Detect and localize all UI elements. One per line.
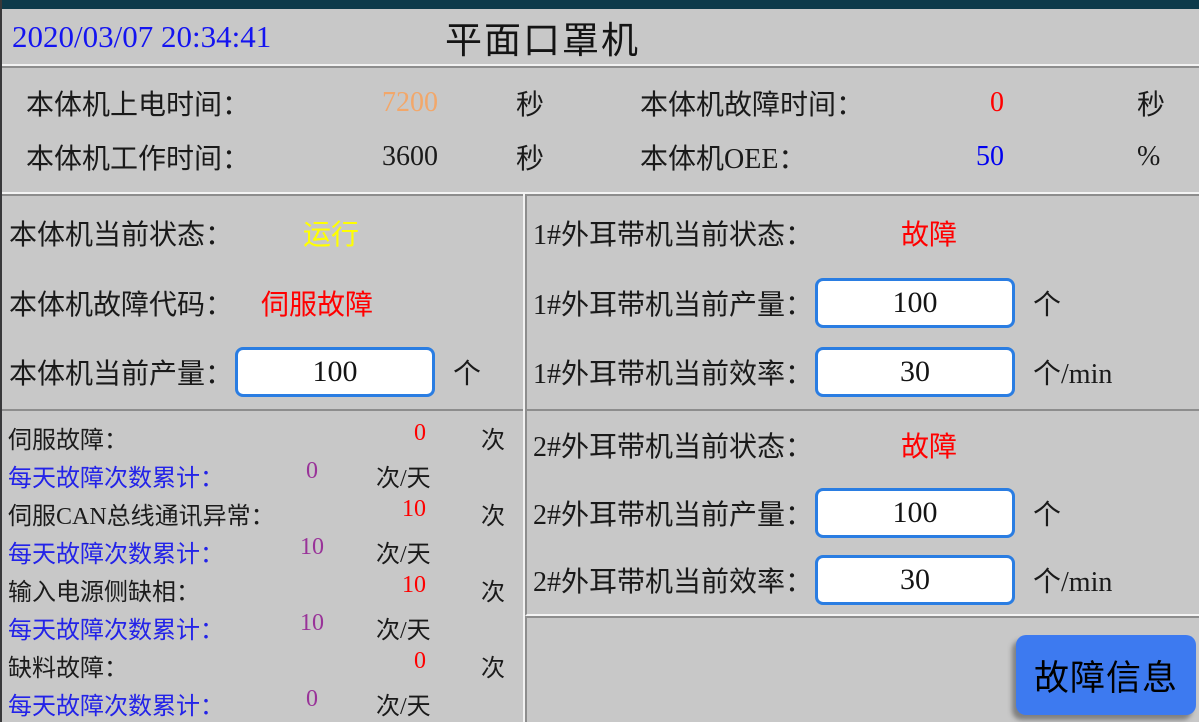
unit2-output-unit: 个 [1033,499,1062,531]
machine-state-value: 运行 [303,219,360,251]
fault-label: 伺服故障： [8,428,128,454]
machine-fault-code-row: 本体机故障代码： 伺服故障 [9,270,523,336]
fault-time-unit: 秒 [1137,89,1166,121]
power-on-time-unit: 秒 [516,89,545,121]
unit2-output-label: 2#外耳带机当前产量： [533,499,814,531]
daily-fault-unit: 次/天 [376,694,431,720]
fault-count: 0 [414,648,426,674]
oee-unit: % [1137,141,1161,173]
machine-output-unit: 个 [453,359,482,391]
fault-row-servo-daily: 每天故障次数累计： 0 次/天 [2,454,523,492]
fault-row-phase-loss-daily: 每天故障次数累计： 10 次/天 [2,606,523,644]
unit2-output-input[interactable] [815,487,1016,538]
machine-output-row: 本体机当前产量： 个 [9,339,523,405]
fault-unit: 次 [481,580,505,606]
fault-unit: 次 [481,504,505,530]
oee-label: 本体机OEE： [640,144,807,176]
daily-fault-count: 0 [306,458,318,484]
left-column: 本体机当前状态： 运行 本体机故障代码： 伺服故障 本体机当前产量： 个 伺服故… [2,194,525,722]
fault-label: 伺服CAN总线通讯异常： [8,504,275,530]
unit2-panel: 2#外耳带机当前状态： 故障 2#外耳带机当前产量： 个 2#外耳带机当前效率：… [525,409,1199,616]
fault-info-button[interactable]: 故障信息 [1016,635,1196,715]
fault-row-can-bus: 伺服CAN总线通讯异常： 10 次 [2,492,523,530]
power-on-time-value: 7200 [382,86,438,118]
daily-fault-label: 每天故障次数累计： [8,618,224,644]
unit2-rate-row: 2#外耳带机当前效率： 个/min [533,547,1199,613]
fault-label: 输入电源侧缺相： [8,580,200,606]
unit1-state-label: 1#外耳带机当前状态： [533,219,814,251]
info-row-2: 本体机工作时间： 3600 秒 本体机OEE： 50 % [2,137,1199,177]
unit2-rate-label: 2#外耳带机当前效率： [533,566,814,598]
fault-count: 0 [414,420,426,446]
fault-time-value: 0 [990,86,1004,118]
machine-state-row: 本体机当前状态： 运行 [9,200,523,266]
unit2-output-row: 2#外耳带机当前产量： 个 [533,480,1199,546]
machine-fault-code-label: 本体机故障代码： [9,289,234,321]
datetime-display: 2020/03/07 20:34:41 [12,18,272,54]
unit2-state-label: 2#外耳带机当前状态： [533,432,814,464]
unit1-panel: 1#外耳带机当前状态： 故障 1#外耳带机当前产量： 个 1#外耳带机当前效率：… [525,194,1199,409]
unit1-rate-unit: 个/min [1033,359,1113,391]
fault-row-material-shortage-daily: 每天故障次数累计： 0 次/天 [2,682,523,720]
machine-time-panel: 本体机上电时间： 7200 秒 本体机故障时间： 0 秒 本体机工作时间： 36… [2,66,1199,194]
fault-unit: 次 [481,428,505,454]
work-time-value: 3600 [382,141,438,173]
daily-fault-label: 每天故障次数累计： [8,694,224,720]
unit1-state-value: 故障 [901,219,958,251]
unit2-rate-input[interactable] [815,554,1016,605]
button-panel: 故障信息 [525,616,1199,722]
power-on-time-label: 本体机上电时间： [26,89,251,121]
fault-unit: 次 [481,656,505,682]
window-top-bar [2,0,1199,9]
fault-count: 10 [402,496,426,522]
fault-row-can-bus-daily: 每天故障次数累计： 10 次/天 [2,530,523,568]
fault-row-material-shortage: 缺料故障： 0 次 [2,644,523,682]
unit1-output-unit: 个 [1033,289,1062,321]
unit1-output-label: 1#外耳带机当前产量： [533,289,814,321]
page-title: 平面口罩机 [445,20,640,62]
machine-fault-code-value: 伺服故障 [261,289,374,321]
oee-value: 50 [976,141,1004,173]
fault-counters-panel: 伺服故障： 0 次 每天故障次数累计： 0 次/天 伺服CAN总线通讯异常： 1… [2,409,523,722]
daily-fault-label: 每天故障次数累计： [8,466,224,492]
daily-fault-unit: 次/天 [376,542,431,568]
fault-row-phase-loss: 输入电源侧缺相： 10 次 [2,568,523,606]
unit1-output-row: 1#外耳带机当前产量： 个 [533,270,1199,336]
daily-fault-unit: 次/天 [376,466,431,492]
unit2-state-value: 故障 [901,432,958,464]
unit1-rate-row: 1#外耳带机当前效率： 个/min [533,339,1199,405]
header: 2020/03/07 20:34:41 平面口罩机 [2,9,1199,66]
work-time-unit: 秒 [516,144,545,176]
unit1-rate-label: 1#外耳带机当前效率： [533,359,814,391]
machine-output-label: 本体机当前产量： [9,359,234,391]
unit2-rate-unit: 个/min [1033,566,1113,598]
daily-fault-count: 10 [300,534,324,560]
daily-fault-label: 每天故障次数累计： [8,542,224,568]
unit1-state-row: 1#外耳带机当前状态： 故障 [533,200,1199,266]
daily-fault-count: 0 [306,686,318,712]
machine-state-label: 本体机当前状态： [9,219,234,251]
work-time-label: 本体机工作时间： [26,144,251,176]
unit2-state-row: 2#外耳带机当前状态： 故障 [533,412,1199,478]
fault-row-servo: 伺服故障： 0 次 [2,416,523,454]
unit1-output-input[interactable] [815,277,1016,328]
daily-fault-count: 10 [300,610,324,636]
info-row-1: 本体机上电时间： 7200 秒 本体机故障时间： 0 秒 [2,83,1199,123]
unit1-rate-input[interactable] [815,347,1016,398]
fault-label: 缺料故障： [8,656,128,682]
right-column: 1#外耳带机当前状态： 故障 1#外耳带机当前产量： 个 1#外耳带机当前效率：… [525,194,1199,722]
daily-fault-unit: 次/天 [376,618,431,644]
machine-output-input[interactable] [235,347,436,398]
main-area: 本体机当前状态： 运行 本体机故障代码： 伺服故障 本体机当前产量： 个 伺服故… [2,194,1199,722]
fault-time-label: 本体机故障时间： [640,89,865,121]
machine-status-panel: 本体机当前状态： 运行 本体机故障代码： 伺服故障 本体机当前产量： 个 [2,194,523,409]
fault-count: 10 [402,572,426,598]
